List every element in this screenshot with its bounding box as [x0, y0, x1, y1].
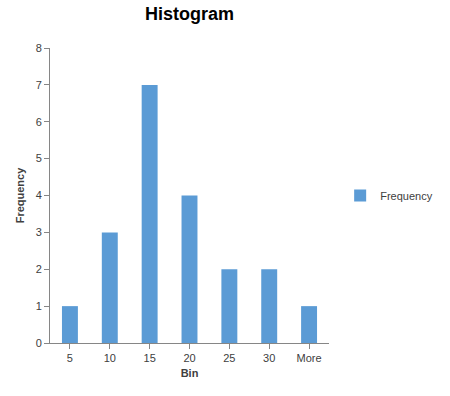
svg-text:7: 7	[36, 79, 42, 91]
svg-text:0: 0	[36, 337, 42, 349]
svg-text:4: 4	[36, 189, 42, 201]
svg-text:Frequency: Frequency	[380, 190, 432, 202]
svg-text:Histogram: Histogram	[145, 4, 234, 24]
svg-text:30: 30	[263, 352, 275, 364]
svg-text:Frequency: Frequency	[14, 167, 26, 224]
svg-text:10: 10	[104, 352, 116, 364]
svg-text:3: 3	[36, 226, 42, 238]
svg-text:25: 25	[223, 352, 235, 364]
svg-text:More: More	[297, 352, 322, 364]
svg-text:20: 20	[183, 352, 195, 364]
svg-text:1: 1	[36, 300, 42, 312]
svg-text:6: 6	[36, 116, 42, 128]
svg-text:5: 5	[67, 352, 73, 364]
svg-text:Bin: Bin	[181, 367, 199, 379]
svg-text:5: 5	[36, 152, 42, 164]
svg-text:8: 8	[36, 42, 42, 54]
svg-text:2: 2	[36, 263, 42, 275]
svg-text:15: 15	[144, 352, 156, 364]
